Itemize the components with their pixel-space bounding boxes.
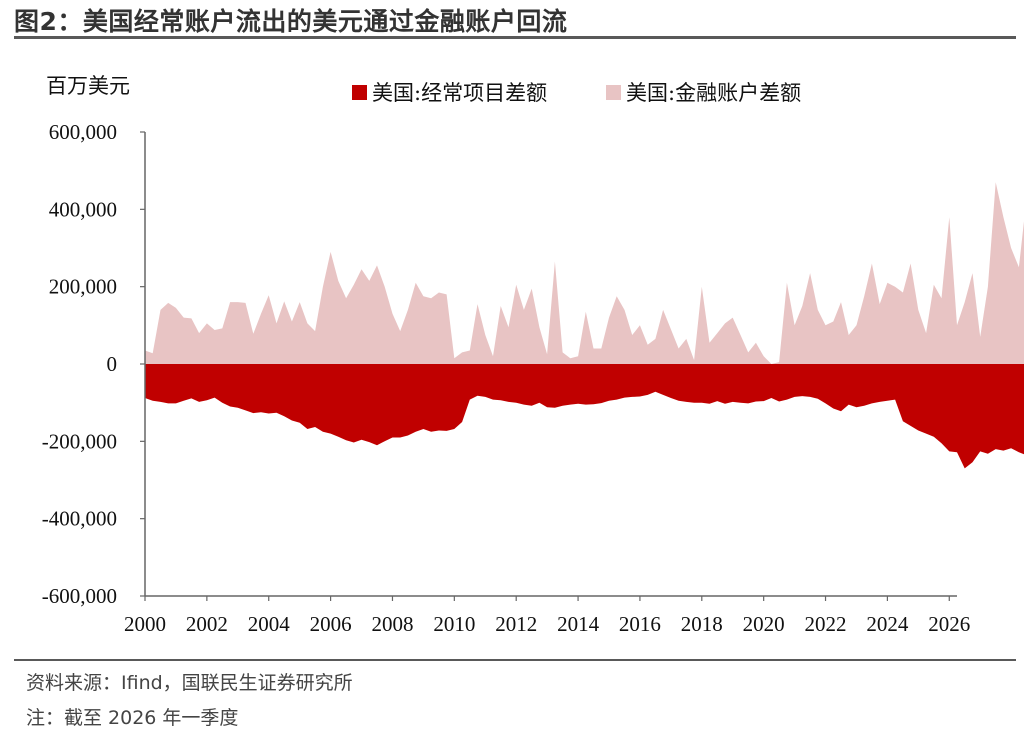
axis-layer: 600,000 400,000 200,000 0 -200,000 -400,000 -6… <box>42 120 971 636</box>
footnote: 注：截至 2026 年一季度 <box>26 707 239 729</box>
series-layer <box>145 182 1024 469</box>
y-tick-label: -400,000 <box>42 507 117 531</box>
x-tick-label: 2018 <box>681 612 723 636</box>
x-tick-label: 2006 <box>310 612 352 636</box>
legend-label: 美国:经常项目差额 <box>372 81 547 105</box>
financial-account-area <box>145 182 1024 364</box>
y-tick-label: 200,000 <box>49 275 117 299</box>
x-tick-label: 2020 <box>743 612 785 636</box>
x-tick-label: 2024 <box>866 612 909 636</box>
x-tick-label: 2016 <box>619 612 661 636</box>
legend-swatch <box>606 85 621 100</box>
x-tick-label: 2000 <box>124 612 166 636</box>
y-tick-label: 0 <box>107 352 118 376</box>
chart-area: 百万美元 美国:经常项目差额 美国:金融账户差额 600,000 400,000 20… <box>42 74 1024 636</box>
x-tick-label: 2002 <box>186 612 228 636</box>
legend: 美国:经常项目差额 美国:金融账户差额 <box>352 81 801 105</box>
x-tick-label: 2008 <box>371 612 413 636</box>
y-tick-label: -200,000 <box>42 429 117 453</box>
title-divider <box>14 36 1016 39</box>
source-note: 资料来源：Ifind，国联民生证券研究所 <box>26 672 353 694</box>
x-tick-label: 2012 <box>495 612 537 636</box>
chart-title: 图2：美国经常账户流出的美元通过金融账户回流 <box>14 7 568 36</box>
y-tick-label: 400,000 <box>49 197 117 221</box>
current-account-area <box>145 364 1024 469</box>
y-tick-label: 600,000 <box>49 120 117 144</box>
legend-label: 美国:金融账户差额 <box>626 81 801 105</box>
x-tick-label: 2014 <box>557 612 600 636</box>
x-tick-label: 2022 <box>805 612 847 636</box>
x-tick-label: 2026 <box>928 612 970 636</box>
x-tick-label: 2004 <box>248 612 291 636</box>
y-tick-label: -600,000 <box>42 584 117 608</box>
y-unit-label: 百万美元 <box>46 74 130 98</box>
x-tick-label: 2010 <box>433 612 475 636</box>
legend-swatch <box>352 85 367 100</box>
footer-divider <box>14 659 1016 661</box>
